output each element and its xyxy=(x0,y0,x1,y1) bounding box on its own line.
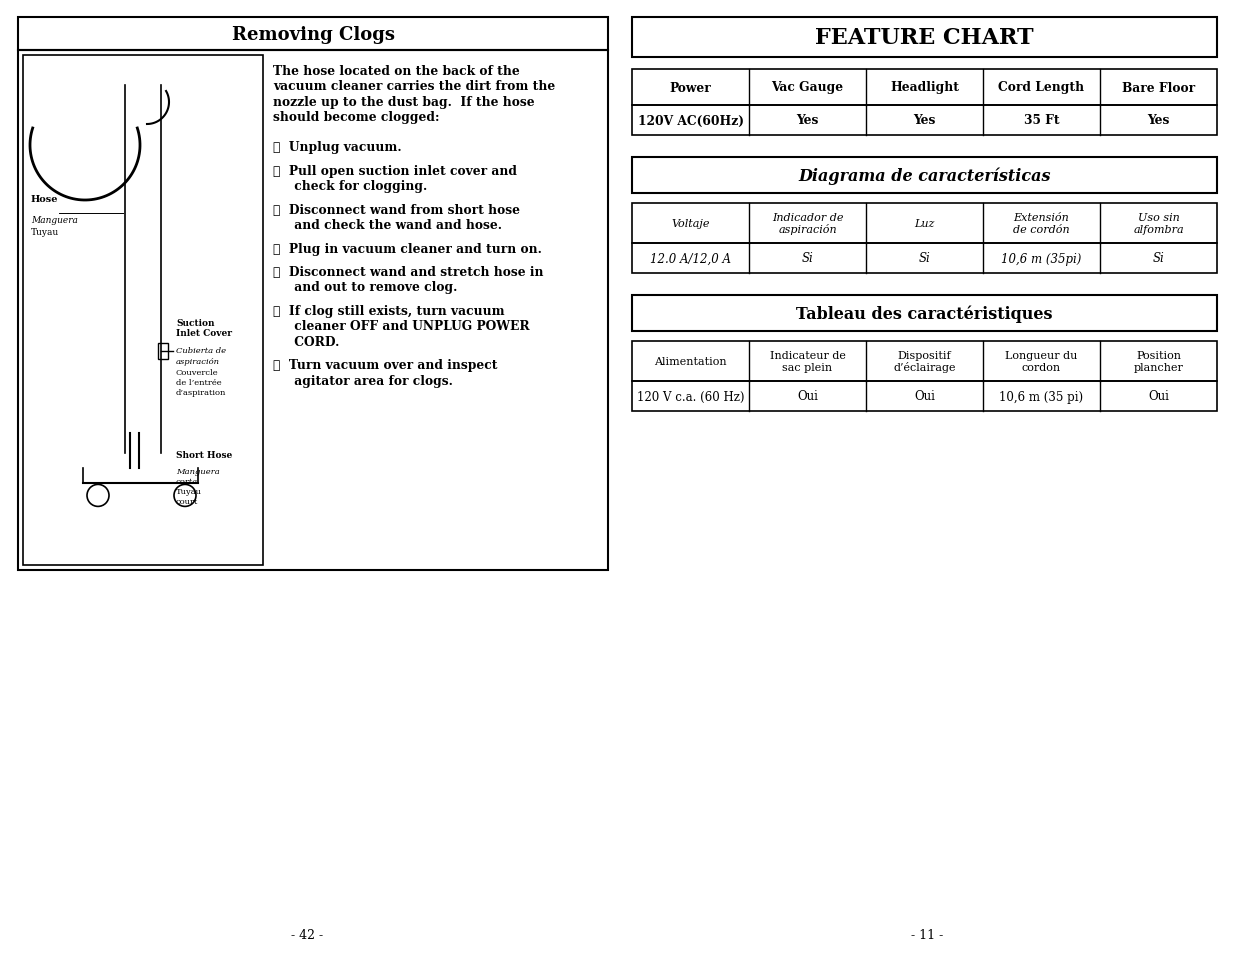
Text: ➤  Disconnect wand from short hose: ➤ Disconnect wand from short hose xyxy=(273,203,520,216)
Text: Tableau des caractéristiques: Tableau des caractéristiques xyxy=(797,305,1052,322)
Text: ➤  Pull open suction inlet cover and: ➤ Pull open suction inlet cover and xyxy=(273,164,517,177)
Text: Indicador de
aspiración: Indicador de aspiración xyxy=(772,213,844,235)
Text: vacuum cleaner carries the dirt from the: vacuum cleaner carries the dirt from the xyxy=(273,80,556,93)
Text: Extensión
de cordón: Extensión de cordón xyxy=(1013,213,1070,234)
Text: d’aspiration: d’aspiration xyxy=(177,388,226,396)
Text: Cord Length: Cord Length xyxy=(998,81,1084,94)
Text: Tuyau: Tuyau xyxy=(31,228,59,237)
Text: - 42 -: - 42 - xyxy=(291,928,324,942)
Text: Couvercle: Couvercle xyxy=(177,368,219,376)
Text: aspiración: aspiración xyxy=(177,357,220,365)
Text: Uso sin
alfombra: Uso sin alfombra xyxy=(1134,213,1184,234)
Bar xyxy=(19,51,608,571)
Text: Short Hose: Short Hose xyxy=(177,451,232,459)
Text: nozzle up to the dust bag.  If the hose: nozzle up to the dust bag. If the hose xyxy=(273,96,535,109)
Bar xyxy=(632,244,1216,274)
Text: Tuyau: Tuyau xyxy=(177,488,203,496)
Text: ➤  If clog still exists, turn vacuum: ➤ If clog still exists, turn vacuum xyxy=(273,305,505,317)
Text: 120 V c.a. (60 Hz): 120 V c.a. (60 Hz) xyxy=(637,390,745,403)
Text: Dispositif
d’éclairage: Dispositif d’éclairage xyxy=(893,351,956,373)
Text: cleaner OFF and UNPLUG POWER: cleaner OFF and UNPLUG POWER xyxy=(273,320,530,334)
Text: Yes: Yes xyxy=(1147,114,1170,128)
Bar xyxy=(632,295,1216,332)
Text: FEATURE CHART: FEATURE CHART xyxy=(815,27,1034,49)
Text: Si: Si xyxy=(1152,253,1165,265)
Text: Oui: Oui xyxy=(914,390,935,403)
Text: CORD.: CORD. xyxy=(273,335,340,349)
Text: ➤  Turn vacuum over and inspect: ➤ Turn vacuum over and inspect xyxy=(273,359,498,372)
Text: The hose located on the back of the: The hose located on the back of the xyxy=(273,65,520,78)
Text: 120V AC(60Hz): 120V AC(60Hz) xyxy=(637,114,743,128)
Text: Si: Si xyxy=(919,253,930,265)
Bar xyxy=(632,70,1216,106)
Text: 12.0 A/12,0 A: 12.0 A/12,0 A xyxy=(650,253,731,265)
Text: Si: Si xyxy=(802,253,814,265)
Text: Voltaje: Voltaje xyxy=(672,219,710,229)
Text: Yes: Yes xyxy=(797,114,819,128)
Text: Hose: Hose xyxy=(31,195,58,204)
Text: de l’entrée: de l’entrée xyxy=(177,378,221,386)
Text: Oui: Oui xyxy=(797,390,818,403)
Text: check for clogging.: check for clogging. xyxy=(273,180,427,193)
Text: 10,6 m (35pi): 10,6 m (35pi) xyxy=(1002,253,1082,265)
Text: Inlet Cover: Inlet Cover xyxy=(177,328,232,337)
Text: Indicateur de
sac plein: Indicateur de sac plein xyxy=(769,351,846,373)
Bar xyxy=(632,106,1216,136)
Text: Longueur du
cordon: Longueur du cordon xyxy=(1005,351,1078,373)
Text: Bare Floor: Bare Floor xyxy=(1121,81,1195,94)
Text: and check the wand and hose.: and check the wand and hose. xyxy=(273,219,501,232)
Text: Removing Clogs: Removing Clogs xyxy=(231,26,394,44)
Text: Diagrama de características: Diagrama de características xyxy=(798,167,1051,185)
Text: should become clogged:: should become clogged: xyxy=(273,112,440,125)
Text: agitator area for clogs.: agitator area for clogs. xyxy=(273,375,453,388)
Text: Cubierta de: Cubierta de xyxy=(177,346,226,355)
Text: - 11 -: - 11 - xyxy=(911,928,944,942)
Text: Alimentation: Alimentation xyxy=(655,356,727,367)
Text: and out to remove clog.: and out to remove clog. xyxy=(273,281,457,294)
Text: ➤  Unplug vacuum.: ➤ Unplug vacuum. xyxy=(273,141,401,153)
Text: Manguera: Manguera xyxy=(31,216,78,225)
Text: Suction: Suction xyxy=(177,318,215,327)
Text: Manguera: Manguera xyxy=(177,468,220,476)
Text: Headlight: Headlight xyxy=(890,81,960,94)
Text: corta: corta xyxy=(177,477,198,485)
Text: Oui: Oui xyxy=(1149,390,1170,403)
Text: Luz: Luz xyxy=(914,219,935,229)
Bar xyxy=(632,381,1216,412)
Text: Yes: Yes xyxy=(914,114,936,128)
Bar xyxy=(23,56,263,565)
Bar xyxy=(632,204,1216,244)
Text: ➤  Plug in vacuum cleaner and turn on.: ➤ Plug in vacuum cleaner and turn on. xyxy=(273,242,542,255)
Text: Vac Gauge: Vac Gauge xyxy=(772,81,844,94)
Bar xyxy=(158,343,168,359)
Bar xyxy=(632,341,1216,381)
Bar xyxy=(632,158,1216,193)
Text: ➤  Disconnect wand and stretch hose in: ➤ Disconnect wand and stretch hose in xyxy=(273,266,543,278)
Bar xyxy=(19,18,608,51)
Text: Position
plancher: Position plancher xyxy=(1134,351,1183,373)
Bar xyxy=(632,18,1216,58)
Text: court: court xyxy=(177,497,199,505)
Text: 35 Ft: 35 Ft xyxy=(1024,114,1060,128)
Text: 10,6 m (35 pi): 10,6 m (35 pi) xyxy=(999,390,1083,403)
Text: Power: Power xyxy=(669,81,711,94)
